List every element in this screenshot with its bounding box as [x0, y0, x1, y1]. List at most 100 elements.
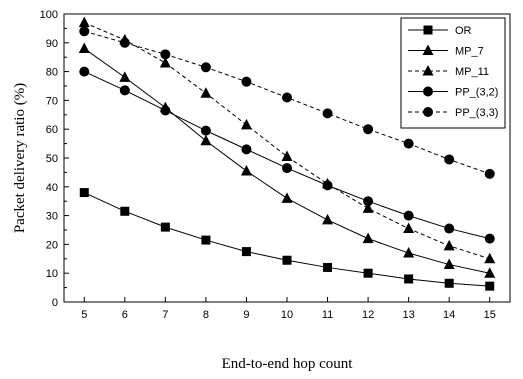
data-point	[362, 202, 374, 213]
x-tick-label: 6	[122, 309, 128, 321]
legend-marker	[423, 25, 433, 35]
y-tick-label: 30	[46, 211, 58, 223]
data-point	[282, 255, 292, 265]
legend-label: MP_11	[455, 66, 489, 78]
data-point	[200, 62, 211, 73]
data-point	[119, 71, 131, 82]
data-point	[120, 206, 130, 216]
y-tick-label: 40	[46, 182, 58, 194]
data-point	[282, 92, 292, 103]
data-point	[200, 87, 212, 98]
data-point	[443, 239, 455, 251]
legend: OR MP_7 MP_11 PP_(3,2) PP_(3,3)	[400, 17, 506, 129]
data-point	[160, 222, 170, 232]
data-point	[444, 278, 454, 288]
x-tick-label: 5	[81, 309, 87, 321]
series-OR	[79, 188, 495, 291]
x-axis: 5 6 7 8 9 10 11 12 13 14 15	[81, 297, 496, 321]
data-point	[79, 188, 89, 198]
series-layer	[78, 16, 496, 291]
series-PP_(3,2)	[79, 66, 495, 244]
data-point	[119, 37, 130, 48]
x-tick-label: 15	[484, 309, 496, 321]
x-tick-label: 9	[243, 309, 249, 321]
x-tick-label: 13	[403, 309, 415, 321]
data-point	[240, 118, 252, 130]
x-tick-label: 10	[281, 309, 293, 321]
legend-label: PP_(3,3)	[455, 107, 498, 119]
y-axis-title: Packet delivery ratio (%)	[12, 83, 28, 233]
data-point	[444, 223, 455, 234]
data-point	[79, 66, 90, 77]
y-tick-label: 90	[46, 38, 58, 50]
data-point	[484, 233, 495, 244]
legend-item: MP_7	[408, 44, 484, 58]
data-point	[201, 235, 211, 245]
x-tick-label: 11	[322, 309, 333, 321]
x-tick-label: 14	[443, 309, 455, 321]
data-point	[200, 134, 212, 146]
y-tick-label: 20	[46, 239, 58, 251]
data-point	[323, 262, 333, 272]
legend-label: MP_7	[455, 46, 484, 58]
data-point	[322, 180, 333, 191]
data-point	[403, 210, 414, 221]
y-tick-label: 0	[52, 297, 58, 309]
data-point	[281, 150, 293, 162]
data-point	[119, 85, 130, 96]
data-point	[79, 26, 90, 37]
y-tick-label: 50	[46, 153, 58, 165]
series-line	[84, 22, 490, 260]
x-tick-label: 12	[362, 309, 374, 321]
data-point	[200, 125, 211, 136]
legend-marker	[423, 86, 433, 97]
y-tick-label: 70	[46, 95, 58, 107]
y-tick-label: 80	[46, 67, 58, 79]
data-point	[363, 124, 374, 135]
legend-marker	[423, 107, 433, 117]
data-point	[363, 268, 373, 278]
data-point	[282, 163, 292, 174]
data-point	[485, 281, 495, 291]
x-axis-title: End-to-end hop count	[222, 356, 354, 372]
data-point	[78, 42, 90, 54]
legend-label: PP_(3,2)	[455, 87, 498, 99]
data-point	[363, 196, 374, 207]
data-point	[484, 168, 495, 179]
data-point	[403, 247, 415, 258]
data-point	[159, 56, 171, 68]
data-point	[322, 108, 333, 119]
y-axis: 0 10 20 30 40 50 60 70 80 90 100	[40, 9, 69, 309]
data-point	[241, 247, 251, 257]
data-point	[404, 274, 414, 284]
data-point	[362, 232, 374, 244]
data-point	[403, 222, 415, 234]
data-point	[241, 76, 252, 87]
x-tick-label: 7	[162, 309, 168, 321]
legend-item: PP_(3,2)	[408, 86, 498, 99]
data-point	[444, 154, 455, 165]
data-point	[160, 49, 171, 60]
data-point	[322, 213, 334, 225]
data-point	[403, 138, 414, 149]
legend-label: OR	[455, 25, 472, 37]
legend-marker	[422, 44, 434, 55]
y-tick-label: 100	[40, 9, 58, 21]
legend-marker	[422, 65, 434, 76]
data-point	[443, 258, 455, 270]
legend-item: MP_11	[408, 65, 489, 78]
data-point	[240, 164, 252, 176]
legend-box	[400, 17, 506, 129]
y-tick-label: 10	[46, 268, 58, 280]
legend-item: OR	[408, 25, 472, 37]
data-point	[78, 16, 90, 28]
data-point	[484, 267, 496, 278]
data-point	[484, 252, 496, 264]
y-tick-label: 60	[46, 124, 58, 136]
series-PP_(3,3)	[79, 26, 495, 179]
data-point	[160, 105, 171, 116]
data-point	[241, 144, 252, 155]
x-tick-label: 8	[203, 309, 209, 321]
series-line	[84, 192, 490, 287]
